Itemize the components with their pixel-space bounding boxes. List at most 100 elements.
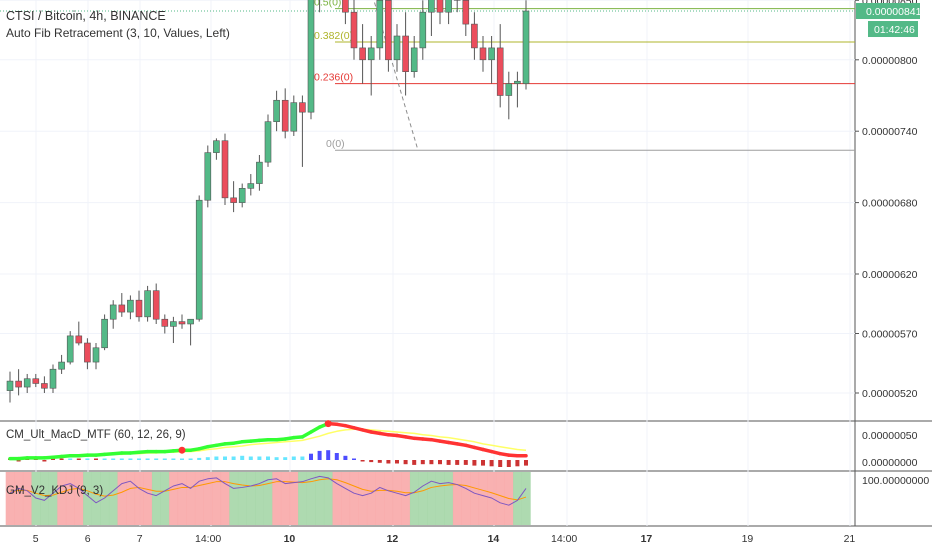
macd-histogram-bar (438, 460, 442, 464)
macd-histogram-bar (94, 459, 98, 461)
kdj-background-band (462, 472, 471, 525)
macd-histogram-bar (103, 459, 107, 461)
fib-level-label: 0.236(0) (314, 72, 353, 84)
kdj-background-band (272, 472, 281, 525)
candle-body (84, 343, 90, 362)
macd-histogram-bar (154, 459, 158, 461)
macd-histogram-bar (412, 460, 416, 465)
time-tick-label: 21 (844, 533, 856, 545)
candle-body (67, 336, 73, 362)
price-tick-label: 0.00000740 (862, 126, 918, 138)
candle-body (360, 48, 366, 60)
macd-histogram-bar (292, 457, 296, 461)
chart-title: CTSI / Bitcoin, 4h, BINANCE (6, 9, 166, 23)
candle-body (480, 48, 486, 60)
macd-histogram-bar (429, 460, 433, 464)
candle-body (76, 336, 82, 343)
candle-body (196, 200, 202, 319)
macd-histogram-bar (369, 460, 373, 462)
kdj-background-band (376, 472, 385, 525)
macd-axis-label: 0.00000000 (862, 457, 918, 469)
kdj-background-band (281, 472, 290, 525)
candle-body (489, 48, 495, 60)
candle-body (170, 322, 176, 327)
candle-body (256, 162, 262, 183)
kdj-background-band (118, 472, 127, 525)
time-tick-label: 14:00 (551, 533, 577, 545)
candle-body (265, 122, 271, 162)
macd-histogram-bar (352, 459, 356, 461)
kdj-axis-label: 100.00000000 (862, 475, 929, 487)
kdj-background-band (350, 472, 359, 525)
macd-histogram-bar (214, 457, 218, 461)
candle-body (179, 322, 185, 324)
time-tick-label: 14:00 (195, 533, 221, 545)
macd-histogram-bar (60, 459, 64, 461)
candle-body (110, 305, 116, 319)
kdj-background-band (229, 472, 238, 525)
kdj-background-band (23, 472, 32, 525)
macd-histogram-bar (206, 457, 210, 460)
candle-body (41, 383, 47, 388)
time-tick-label: 7 (137, 533, 143, 545)
macd-histogram-bar (343, 456, 347, 460)
macd-histogram-bar (171, 459, 175, 461)
macd-histogram-bar (197, 458, 201, 460)
kdj-background-band (143, 472, 152, 525)
macd-histogram-bar (137, 459, 141, 461)
macd-histogram-bar (189, 459, 193, 461)
macd-histogram-bar (257, 457, 261, 461)
kdj-background-band (401, 472, 410, 525)
macd-histogram-bar (163, 459, 167, 461)
price-tick-label: 0.00000680 (862, 198, 918, 210)
candle-body (136, 300, 142, 317)
kdj-background-band (367, 472, 376, 525)
candle-body (24, 379, 30, 387)
kdj-background-band (152, 472, 161, 525)
price-tick-label: 0.00000520 (862, 388, 918, 400)
candle-body (16, 381, 22, 387)
candle-body (222, 141, 228, 198)
kdj-background-band (410, 472, 419, 525)
time-tick-label: 17 (641, 533, 653, 545)
time-tick-label: 14 (488, 533, 500, 545)
kdj-background-band (92, 472, 101, 525)
kdj-background-band (75, 472, 84, 525)
kdj-background-band (341, 472, 350, 525)
candle-body (377, 0, 383, 48)
candle-body (385, 0, 391, 60)
macd-histogram-bar (421, 460, 425, 464)
time-tick-label: 12 (387, 533, 399, 545)
kdj-background-band (393, 472, 402, 525)
macd-histogram-bar (464, 460, 468, 465)
macd-histogram-bar (404, 460, 408, 464)
macd-histogram-bar (455, 460, 459, 465)
time-tick-label: 10 (284, 533, 296, 545)
candle-body (93, 348, 99, 362)
kdj-background-band (298, 472, 307, 525)
macd-histogram-bar (111, 459, 115, 461)
macd-axis-label: 0.00000050 (862, 430, 918, 442)
macd-histogram-bar (146, 459, 150, 461)
candle-body (231, 198, 237, 203)
macd-histogram-bar (326, 450, 330, 460)
candle-body (523, 11, 529, 84)
candle-body (213, 141, 219, 153)
kdj-background-band (358, 472, 367, 525)
kdj-background-band (419, 472, 428, 525)
candle-body (188, 319, 194, 324)
macd-histogram-bar (249, 457, 253, 461)
kdj-background-band (496, 472, 505, 525)
kdj-background-band (100, 472, 109, 525)
candle-body (403, 36, 409, 72)
macd-histogram-bar (275, 457, 279, 460)
kdj-background-band (290, 472, 299, 525)
candle-body (239, 188, 245, 202)
macd-histogram-bar (240, 456, 244, 460)
candle-body (437, 0, 443, 12)
kdj-background-band (444, 472, 453, 525)
candle-body (153, 291, 159, 320)
kdj-background-band (57, 472, 66, 525)
candle-body (394, 36, 400, 60)
